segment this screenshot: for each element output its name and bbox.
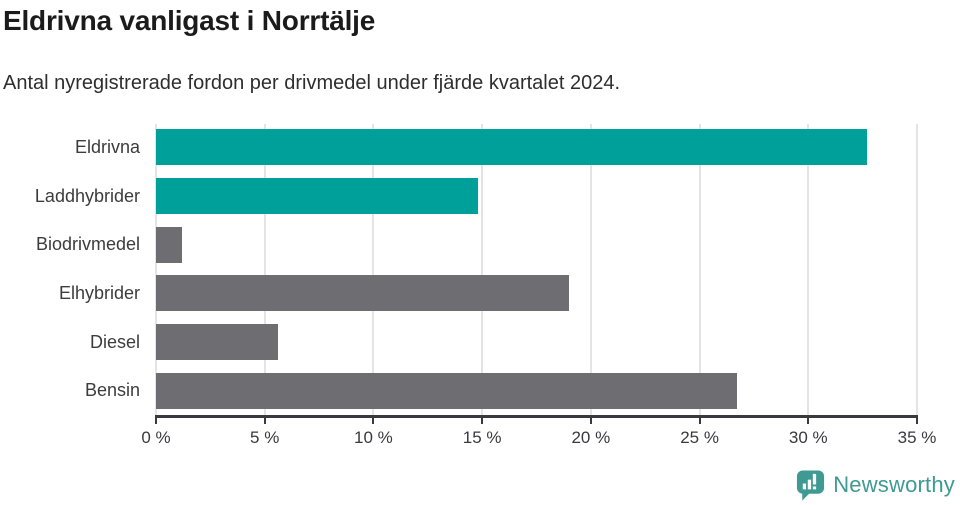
chart-subtitle: Antal nyregistrerade fordon per drivmede…	[3, 72, 621, 94]
bar-elhybrider	[156, 275, 570, 312]
bar-diesel	[156, 324, 278, 360]
gridline	[263, 124, 266, 415]
axis-tick	[263, 418, 266, 424]
category-label: Diesel	[89, 331, 140, 352]
gridline	[155, 124, 157, 415]
gridline	[589, 124, 592, 415]
axis-tick-label: 20 %	[571, 428, 611, 447]
axis-tick-label: 5 %	[250, 428, 280, 447]
axis-tick-label: 15 %	[462, 428, 502, 447]
gridline	[916, 124, 918, 415]
bar-laddhybrider	[156, 178, 478, 214]
category-label: Eldrivna	[74, 137, 140, 157]
gridline	[481, 124, 484, 415]
newsworthy-logo-icon	[797, 470, 825, 501]
category-labels: Eldrivna Laddhybrider Biodrivmedel Elhybrid…	[0, 123, 148, 415]
axis-tick	[589, 418, 592, 424]
axis-tick-label: 0 %	[141, 428, 171, 447]
plot-area: 0 % 5 % 10 % 15 % 20 % 25 % 30 % 35 %	[141, 123, 936, 447]
x-axis-line	[155, 415, 918, 418]
gridline	[372, 124, 375, 415]
axis-tick	[155, 418, 157, 424]
bar-biodrivmedel	[156, 226, 183, 263]
axis-tick-label: 30 %	[788, 428, 828, 447]
newsworthy-logo-text: Newsworthy	[833, 472, 955, 497]
bar-bensin	[156, 372, 737, 409]
axis-tick-label: 10 %	[354, 428, 393, 447]
gridline	[698, 124, 701, 415]
category-label: Elhybrider	[58, 283, 140, 303]
category-label: Bensin	[84, 380, 140, 401]
axis-tick	[372, 418, 375, 424]
category-label: Biodrivmedel	[35, 234, 140, 255]
newsworthy-logo[interactable]: Newsworthy	[795, 469, 955, 501]
category-label: Laddhybrider	[34, 185, 140, 206]
axis-tick-label: 35 %	[897, 428, 937, 447]
chart-title: Eldrivna vanligast i Norrtälje	[3, 5, 376, 36]
axis-tick	[698, 418, 701, 424]
axis-tick-label: 25 %	[680, 428, 719, 447]
gridline	[807, 124, 810, 415]
bar-eldrivna	[156, 129, 867, 166]
axis-tick	[807, 418, 810, 424]
axis-tick	[916, 418, 918, 424]
axis-tick	[481, 418, 484, 424]
